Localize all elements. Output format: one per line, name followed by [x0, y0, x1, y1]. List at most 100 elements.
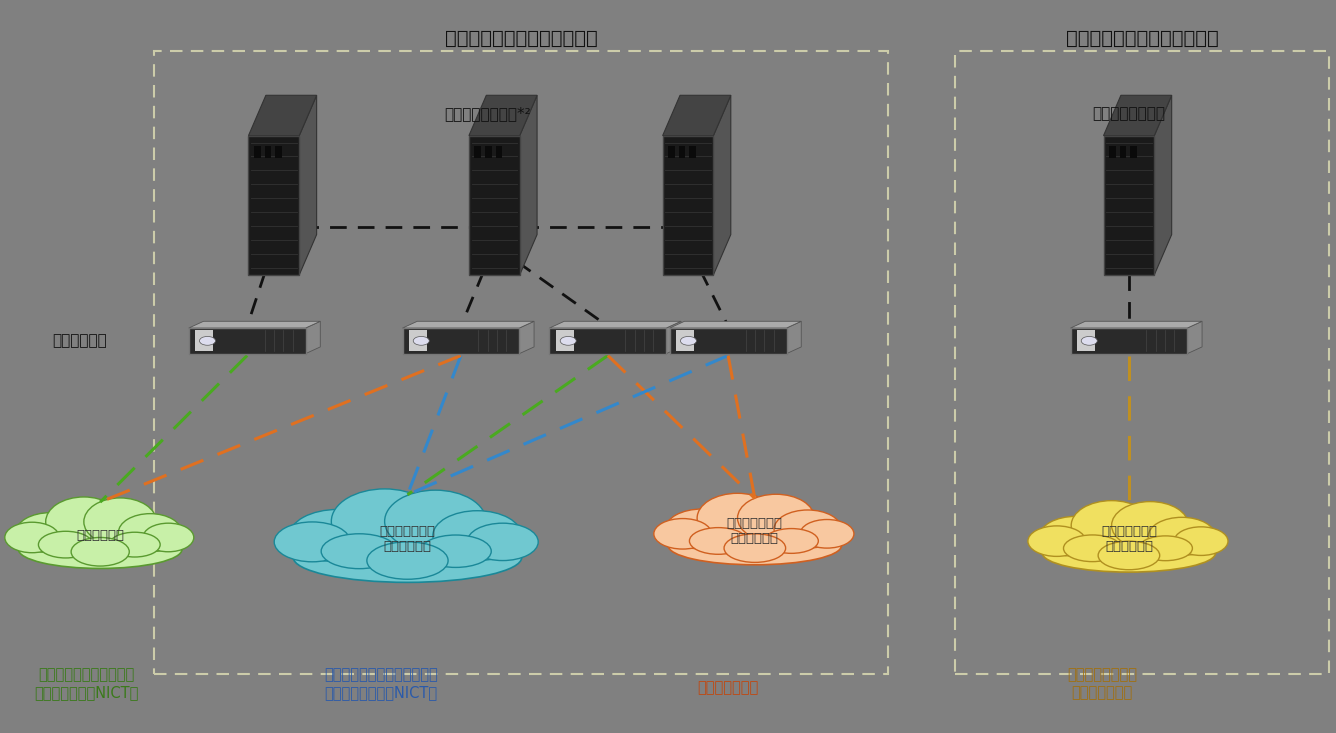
- Ellipse shape: [1148, 517, 1216, 556]
- Ellipse shape: [110, 532, 160, 557]
- FancyBboxPatch shape: [1109, 147, 1116, 158]
- FancyBboxPatch shape: [556, 331, 573, 351]
- Ellipse shape: [1098, 541, 1160, 570]
- Text: 仮想網プラットフォーム
動的構築制御（NICT）: 仮想網プラットフォーム 動的構築制御（NICT）: [35, 668, 139, 700]
- Polygon shape: [713, 95, 731, 275]
- Ellipse shape: [1112, 501, 1189, 549]
- Ellipse shape: [653, 518, 712, 549]
- Polygon shape: [188, 321, 321, 328]
- FancyBboxPatch shape: [275, 147, 282, 158]
- Polygon shape: [667, 321, 681, 353]
- Ellipse shape: [16, 512, 84, 553]
- Ellipse shape: [5, 522, 59, 553]
- FancyBboxPatch shape: [402, 328, 520, 353]
- FancyBboxPatch shape: [663, 136, 713, 275]
- Polygon shape: [663, 95, 731, 136]
- Polygon shape: [1188, 321, 1202, 353]
- Circle shape: [199, 336, 215, 345]
- Text: コントローラ: コントローラ: [52, 334, 107, 348]
- Ellipse shape: [1027, 526, 1086, 556]
- FancyBboxPatch shape: [469, 136, 520, 275]
- Polygon shape: [1154, 95, 1172, 275]
- Ellipse shape: [724, 534, 786, 562]
- Ellipse shape: [84, 498, 156, 545]
- Ellipse shape: [274, 522, 350, 561]
- Ellipse shape: [119, 514, 182, 552]
- Text: データセンタ: データセンタ: [76, 528, 124, 542]
- Ellipse shape: [385, 490, 486, 553]
- Ellipse shape: [737, 494, 815, 542]
- Ellipse shape: [290, 509, 386, 561]
- Polygon shape: [469, 95, 537, 136]
- Ellipse shape: [1174, 527, 1228, 556]
- Polygon shape: [520, 95, 537, 275]
- FancyBboxPatch shape: [409, 331, 426, 351]
- FancyBboxPatch shape: [676, 331, 693, 351]
- Text: トランスポート
ネットワーク: トランスポート ネットワーク: [727, 517, 783, 545]
- Ellipse shape: [764, 528, 819, 553]
- Circle shape: [413, 336, 429, 345]
- Ellipse shape: [71, 537, 130, 566]
- Text: 光スイッチ制御: 光スイッチ制御: [697, 680, 759, 695]
- Ellipse shape: [697, 493, 778, 543]
- Polygon shape: [787, 321, 802, 353]
- FancyBboxPatch shape: [195, 331, 212, 351]
- Polygon shape: [549, 321, 681, 328]
- Ellipse shape: [1138, 536, 1193, 561]
- Ellipse shape: [1039, 516, 1113, 556]
- Ellipse shape: [800, 520, 854, 548]
- Polygon shape: [669, 321, 802, 328]
- Text: 制御用ネットワーク（日本）: 制御用ネットワーク（日本）: [445, 29, 597, 48]
- Ellipse shape: [331, 489, 438, 553]
- FancyBboxPatch shape: [265, 147, 271, 158]
- Circle shape: [1081, 336, 1097, 345]
- Text: 制御用ネットワーク（米国）: 制御用ネットワーク（米国）: [1066, 29, 1218, 48]
- Ellipse shape: [1063, 535, 1121, 561]
- FancyBboxPatch shape: [668, 147, 675, 158]
- Ellipse shape: [39, 531, 94, 558]
- FancyBboxPatch shape: [188, 328, 306, 353]
- FancyBboxPatch shape: [689, 147, 696, 158]
- Circle shape: [680, 336, 696, 345]
- Polygon shape: [402, 321, 534, 328]
- Ellipse shape: [19, 531, 182, 569]
- Ellipse shape: [433, 511, 522, 561]
- Text: キャリア間暫定共用パケット
転送網構築制御（NICT）: キャリア間暫定共用パケット 転送網構築制御（NICT）: [323, 668, 438, 700]
- Ellipse shape: [294, 532, 522, 582]
- FancyBboxPatch shape: [549, 328, 667, 353]
- FancyBboxPatch shape: [1130, 147, 1137, 158]
- Polygon shape: [299, 95, 317, 275]
- FancyBboxPatch shape: [1070, 328, 1188, 353]
- FancyBboxPatch shape: [474, 147, 481, 158]
- Ellipse shape: [421, 535, 492, 567]
- Text: 光スイッチおよび
仮想機器の制御: 光スイッチおよび 仮想機器の制御: [1067, 668, 1137, 700]
- Ellipse shape: [1042, 534, 1216, 572]
- Ellipse shape: [1071, 501, 1152, 550]
- Polygon shape: [520, 321, 534, 353]
- FancyBboxPatch shape: [679, 147, 685, 158]
- Ellipse shape: [665, 509, 739, 549]
- Ellipse shape: [321, 534, 397, 569]
- Ellipse shape: [45, 497, 122, 547]
- Polygon shape: [248, 95, 317, 136]
- Text: オーケストレータ: オーケストレータ: [1093, 106, 1165, 121]
- Circle shape: [560, 336, 576, 345]
- Ellipse shape: [143, 523, 194, 552]
- Ellipse shape: [468, 523, 538, 561]
- FancyBboxPatch shape: [485, 147, 492, 158]
- Ellipse shape: [668, 526, 842, 564]
- FancyBboxPatch shape: [496, 147, 502, 158]
- Ellipse shape: [367, 542, 448, 579]
- FancyBboxPatch shape: [1104, 136, 1154, 275]
- Text: オーケストレータ*²: オーケストレータ*²: [445, 106, 530, 121]
- Ellipse shape: [689, 528, 747, 554]
- Text: トランスポート
ネットワーク: トランスポート ネットワーク: [1101, 525, 1157, 553]
- FancyBboxPatch shape: [669, 328, 787, 353]
- FancyBboxPatch shape: [1077, 331, 1094, 351]
- FancyBboxPatch shape: [248, 136, 299, 275]
- Polygon shape: [1070, 321, 1202, 328]
- FancyBboxPatch shape: [254, 147, 261, 158]
- Ellipse shape: [774, 510, 842, 548]
- Polygon shape: [1104, 95, 1172, 136]
- FancyBboxPatch shape: [1120, 147, 1126, 158]
